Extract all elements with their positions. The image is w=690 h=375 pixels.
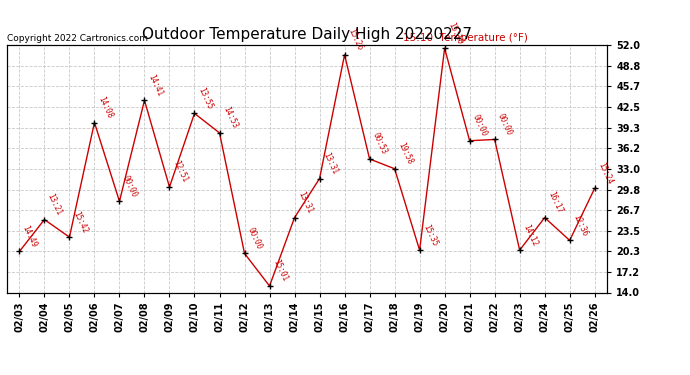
Text: 14:08: 14:08 <box>96 95 114 120</box>
Text: 14:12: 14:12 <box>521 223 539 248</box>
Text: 14:49: 14:49 <box>21 224 39 249</box>
Text: 12:51: 12:51 <box>171 159 189 184</box>
Text: 16:17: 16:17 <box>546 190 564 215</box>
Text: 14:53: 14:53 <box>221 105 239 130</box>
Text: 15:10  Temperature (°F): 15:10 Temperature (°F) <box>403 33 528 42</box>
Text: 15:26: 15:26 <box>346 27 364 52</box>
Text: Copyright 2022 Cartronics.com: Copyright 2022 Cartronics.com <box>7 33 148 42</box>
Text: 19:58: 19:58 <box>396 141 414 166</box>
Text: 00:00: 00:00 <box>471 113 489 138</box>
Text: 15:42: 15:42 <box>71 210 89 234</box>
Text: 12:36: 12:36 <box>571 213 589 238</box>
Text: 15:24: 15:24 <box>596 161 614 186</box>
Text: 00:53: 00:53 <box>371 132 389 156</box>
Text: 15:35: 15:35 <box>421 223 439 248</box>
Text: 13:55: 13:55 <box>196 86 214 111</box>
Text: 13:31: 13:31 <box>296 190 314 215</box>
Text: 13:31: 13:31 <box>321 151 339 176</box>
Text: 00:00: 00:00 <box>496 112 514 136</box>
Text: 15:10: 15:10 <box>446 21 464 45</box>
Text: 15:01: 15:01 <box>271 258 289 283</box>
Text: 00:00: 00:00 <box>246 226 264 251</box>
Title: Outdoor Temperature Daily High 20220227: Outdoor Temperature Daily High 20220227 <box>142 27 472 42</box>
Text: 14:41: 14:41 <box>146 73 164 98</box>
Text: 00:00: 00:00 <box>121 174 139 198</box>
Text: 13:21: 13:21 <box>46 192 63 217</box>
